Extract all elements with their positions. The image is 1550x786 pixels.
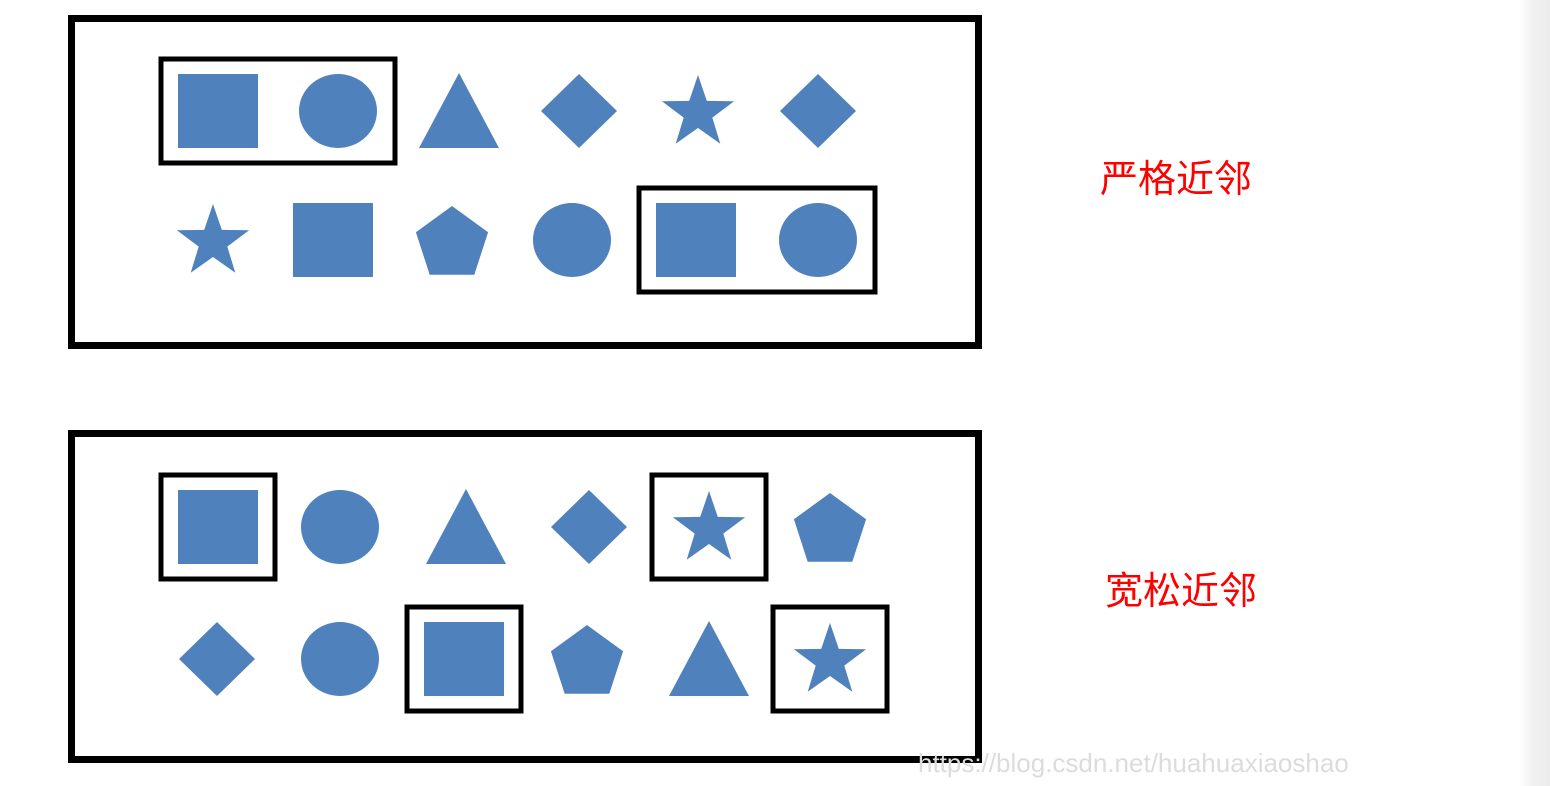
strict-row1-star-icon: [661, 75, 735, 144]
loose-neighbor-caption: 宽松近邻: [1105, 569, 1258, 613]
loose-row2-circle-icon: [301, 622, 379, 696]
watermark-url: https://blog.csdn.net/huahuaxiaoshao: [918, 748, 1349, 778]
strict-row2-pentagon-icon: [415, 206, 489, 275]
loose-neighbor-highlight-box: [770, 604, 890, 714]
loose-row2-star-icon: [793, 623, 867, 692]
strict-neighbor-caption: 严格近邻: [1100, 157, 1253, 201]
strict-row2-square-icon: [293, 203, 373, 277]
loose-neighbor-highlight-box: [404, 604, 524, 714]
strict-neighbor-highlight-box: [158, 56, 398, 166]
loose-neighbor-highlight-box: [158, 472, 278, 582]
loose-row1-pentagon-icon: [793, 493, 867, 562]
loose-row1-diamond-icon: [551, 490, 627, 564]
loose-neighbor-highlight-box: [649, 472, 769, 582]
page-scroll-gutter: [1520, 0, 1550, 786]
strict-row2-circle-icon: [779, 203, 857, 277]
strict-row1-diamond-icon: [780, 74, 856, 148]
loose-row1-circle-icon: [301, 490, 379, 564]
strict-neighbor-highlight-box: [636, 185, 878, 295]
strict-row1-circle-icon: [299, 74, 377, 148]
loose-row1-triangle-icon: [426, 489, 506, 564]
loose-row1-square-icon: [178, 490, 258, 564]
loose-row1-star-icon: [672, 491, 746, 560]
strict-row2-square-icon: [656, 203, 736, 277]
loose-row2-square-icon: [424, 622, 504, 696]
strict-row1-diamond-icon: [541, 74, 617, 148]
strict-row2-star-icon: [176, 204, 250, 273]
strict-row2-circle-icon: [533, 203, 611, 277]
loose-row2-pentagon-icon: [550, 625, 624, 694]
loose-neighbor-panel: [68, 430, 982, 763]
strict-row1-square-icon: [178, 74, 258, 148]
loose-row2-diamond-icon: [179, 622, 255, 696]
loose-row2-triangle-icon: [669, 621, 749, 696]
strict-row1-triangle-icon: [419, 73, 499, 148]
